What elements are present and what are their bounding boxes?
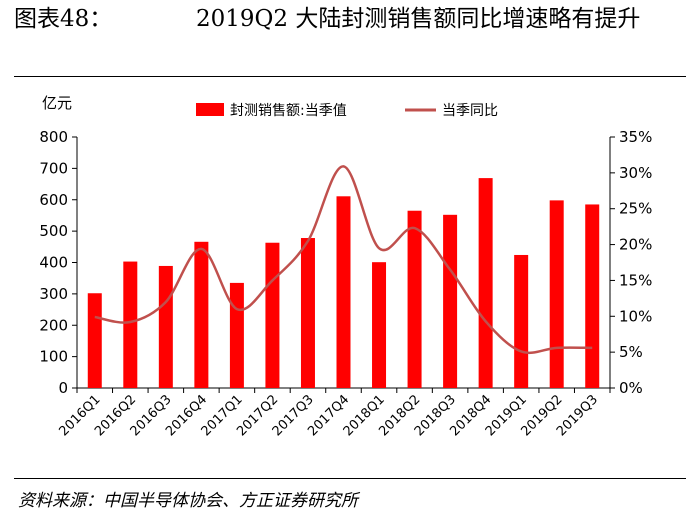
source-note: 资料来源：中国半导体协会、方正证券研究所 (18, 491, 358, 511)
y-tick-label: 100 (39, 348, 68, 366)
y-tick-label: 400 (39, 254, 68, 272)
bar-2018Q4 (478, 178, 493, 388)
bar-2018Q2 (407, 210, 422, 388)
y2-tick-label: 30% (619, 164, 652, 182)
bar-2017Q1 (229, 282, 244, 388)
legend-line-label: 当季同比 (442, 103, 498, 119)
bar-2018Q3 (443, 214, 458, 388)
yoy-growth-line (94, 165, 593, 355)
line-series (94, 165, 593, 355)
bar-2017Q2 (265, 242, 280, 388)
legend-bar-swatch (196, 103, 224, 116)
y-tick-label: 800 (39, 128, 68, 146)
bar-2016Q2 (123, 261, 138, 388)
y-tick-label: 200 (39, 316, 68, 334)
bar-2016Q3 (158, 265, 173, 388)
bar-2019Q2 (549, 200, 564, 388)
bar-2019Q3 (585, 204, 600, 388)
figure-number: 图表48： (14, 6, 113, 32)
y-tick-label: 500 (39, 222, 68, 240)
source-divider (14, 478, 686, 479)
y-tick-label: 0 (58, 379, 68, 397)
figure-title: 2019Q2 大陆封测销售额同比增速略有提升 (196, 6, 641, 32)
bar-2018Q1 (372, 262, 387, 388)
bar-2016Q4 (194, 241, 209, 388)
y2-tick-label: 20% (619, 236, 652, 254)
bar-2017Q3 (300, 238, 315, 388)
chart-legend: 封测销售额:当季值 当季同比 (196, 103, 498, 119)
bar-2016Q1 (87, 293, 102, 388)
bar-2019Q1 (514, 254, 529, 388)
y-tick-label: 600 (39, 191, 68, 209)
bar-series (87, 178, 600, 388)
y-tick-label: 300 (39, 285, 68, 303)
y-tick-label: 700 (39, 159, 68, 177)
y2-tick-label: 25% (619, 200, 652, 218)
y2-tick-label: 15% (619, 271, 652, 289)
y2-tick-label: 0% (619, 379, 643, 397)
y2-tick-label: 10% (619, 307, 652, 325)
figure-title-line: 图表48： 2019Q2 大陆封测销售额同比增速略有提升 (14, 2, 686, 36)
y2-tick-label: 35% (619, 128, 652, 146)
y-unit-label: 亿元 (42, 94, 72, 112)
bar-2017Q4 (336, 196, 351, 388)
y2-tick-label: 5% (619, 343, 643, 361)
title-divider (14, 76, 686, 77)
legend-bar-label: 封测销售额:当季值 (230, 103, 347, 119)
